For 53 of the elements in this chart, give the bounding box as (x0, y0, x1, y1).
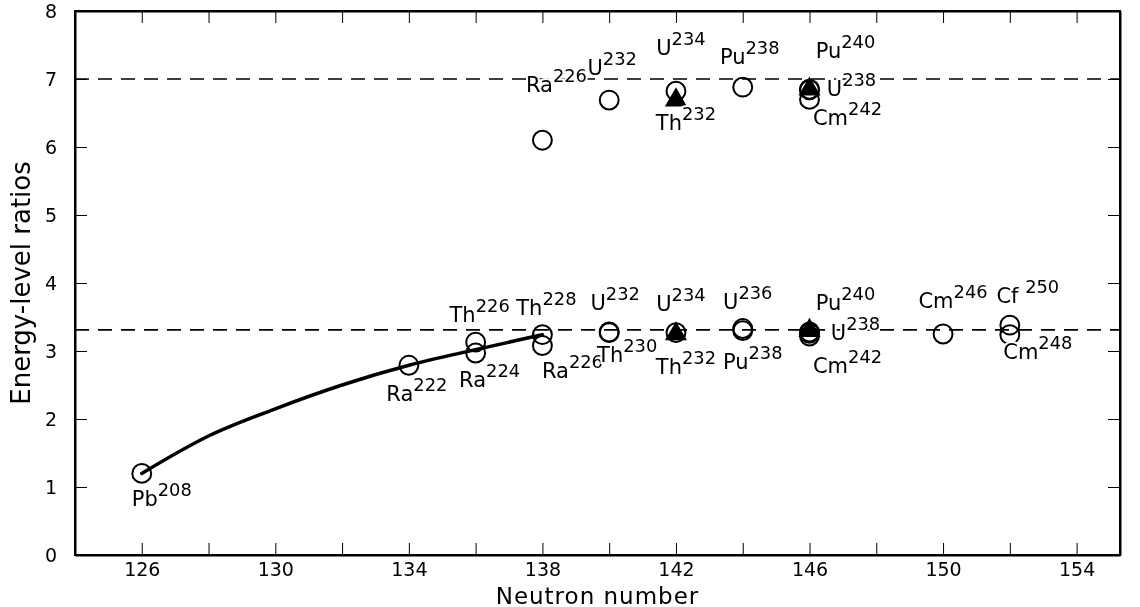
x-tick-label: 126 (124, 558, 161, 581)
point (932, 323, 954, 345)
point (665, 80, 687, 102)
y-tick-label: 8 (44, 0, 57, 22)
point (531, 335, 553, 356)
annotation: Ra$^{222}$ (386, 374, 448, 407)
y-tick-label: 1 (44, 475, 57, 498)
annotation: Pu$^{240}$ (815, 283, 876, 315)
annotation: Cm$^{246}$ (918, 281, 988, 313)
y-axis-title: Energy-level ratios (6, 161, 36, 405)
annotation: U$^{236}$ (723, 281, 773, 314)
x-tick-label: 154 (1058, 558, 1096, 581)
annotation: Ra$^{224}$ (459, 360, 521, 393)
y-tick-label: 2 (44, 407, 57, 430)
x-tick-label: 146 (791, 558, 829, 581)
annotation: Cm$^{242}$ (812, 98, 883, 131)
y-tick-label: 3 (44, 339, 57, 362)
point (398, 354, 420, 376)
point (999, 314, 1021, 336)
annotation: Cf $^{250}$ (996, 276, 1060, 309)
x-tick-label: 142 (658, 558, 695, 581)
y-tick-label: 7 (44, 67, 57, 90)
x-tick-label: 138 (524, 558, 562, 581)
annotation: Pu$^{238}$ (722, 341, 783, 374)
x-tick-label: 130 (257, 558, 294, 581)
annotation: Th$^{228}$ (515, 287, 577, 320)
annotation: Cm$^{242}$ (812, 346, 883, 379)
point (531, 129, 553, 151)
annotation: U$^{234}$ (656, 28, 706, 61)
annotation: U$^{238}$ (826, 68, 877, 101)
annotation: Th$^{232}$ (654, 103, 717, 136)
annotation: Ra$^{226}$ (525, 65, 587, 98)
annotation: Th$^{226}$ (448, 295, 510, 328)
point (598, 89, 620, 111)
annotation: U$^{232}$ (590, 283, 640, 315)
y-tick-label: 0 (44, 543, 57, 566)
annotation: Pb$^{208}$ (131, 479, 192, 512)
annotation: Cm$^{248}$ (1003, 331, 1073, 364)
annotation: Pu$^{238}$ (719, 37, 780, 70)
y-tick-label: 6 (44, 135, 57, 158)
annotation: U$^{232}$ (587, 48, 637, 81)
point (732, 76, 754, 98)
y-tick-label: 4 (44, 271, 57, 294)
annotation: U$^{234}$ (656, 283, 706, 316)
point (131, 462, 153, 484)
x-axis-title: Neutron number (495, 583, 700, 607)
point (531, 324, 553, 346)
annotation: Pu$^{240}$ (815, 31, 876, 64)
point (465, 331, 487, 353)
y-tick-label: 5 (44, 203, 57, 226)
x-tick-label: 150 (925, 558, 962, 581)
point (465, 342, 487, 364)
x-tick-label: 134 (391, 558, 428, 581)
